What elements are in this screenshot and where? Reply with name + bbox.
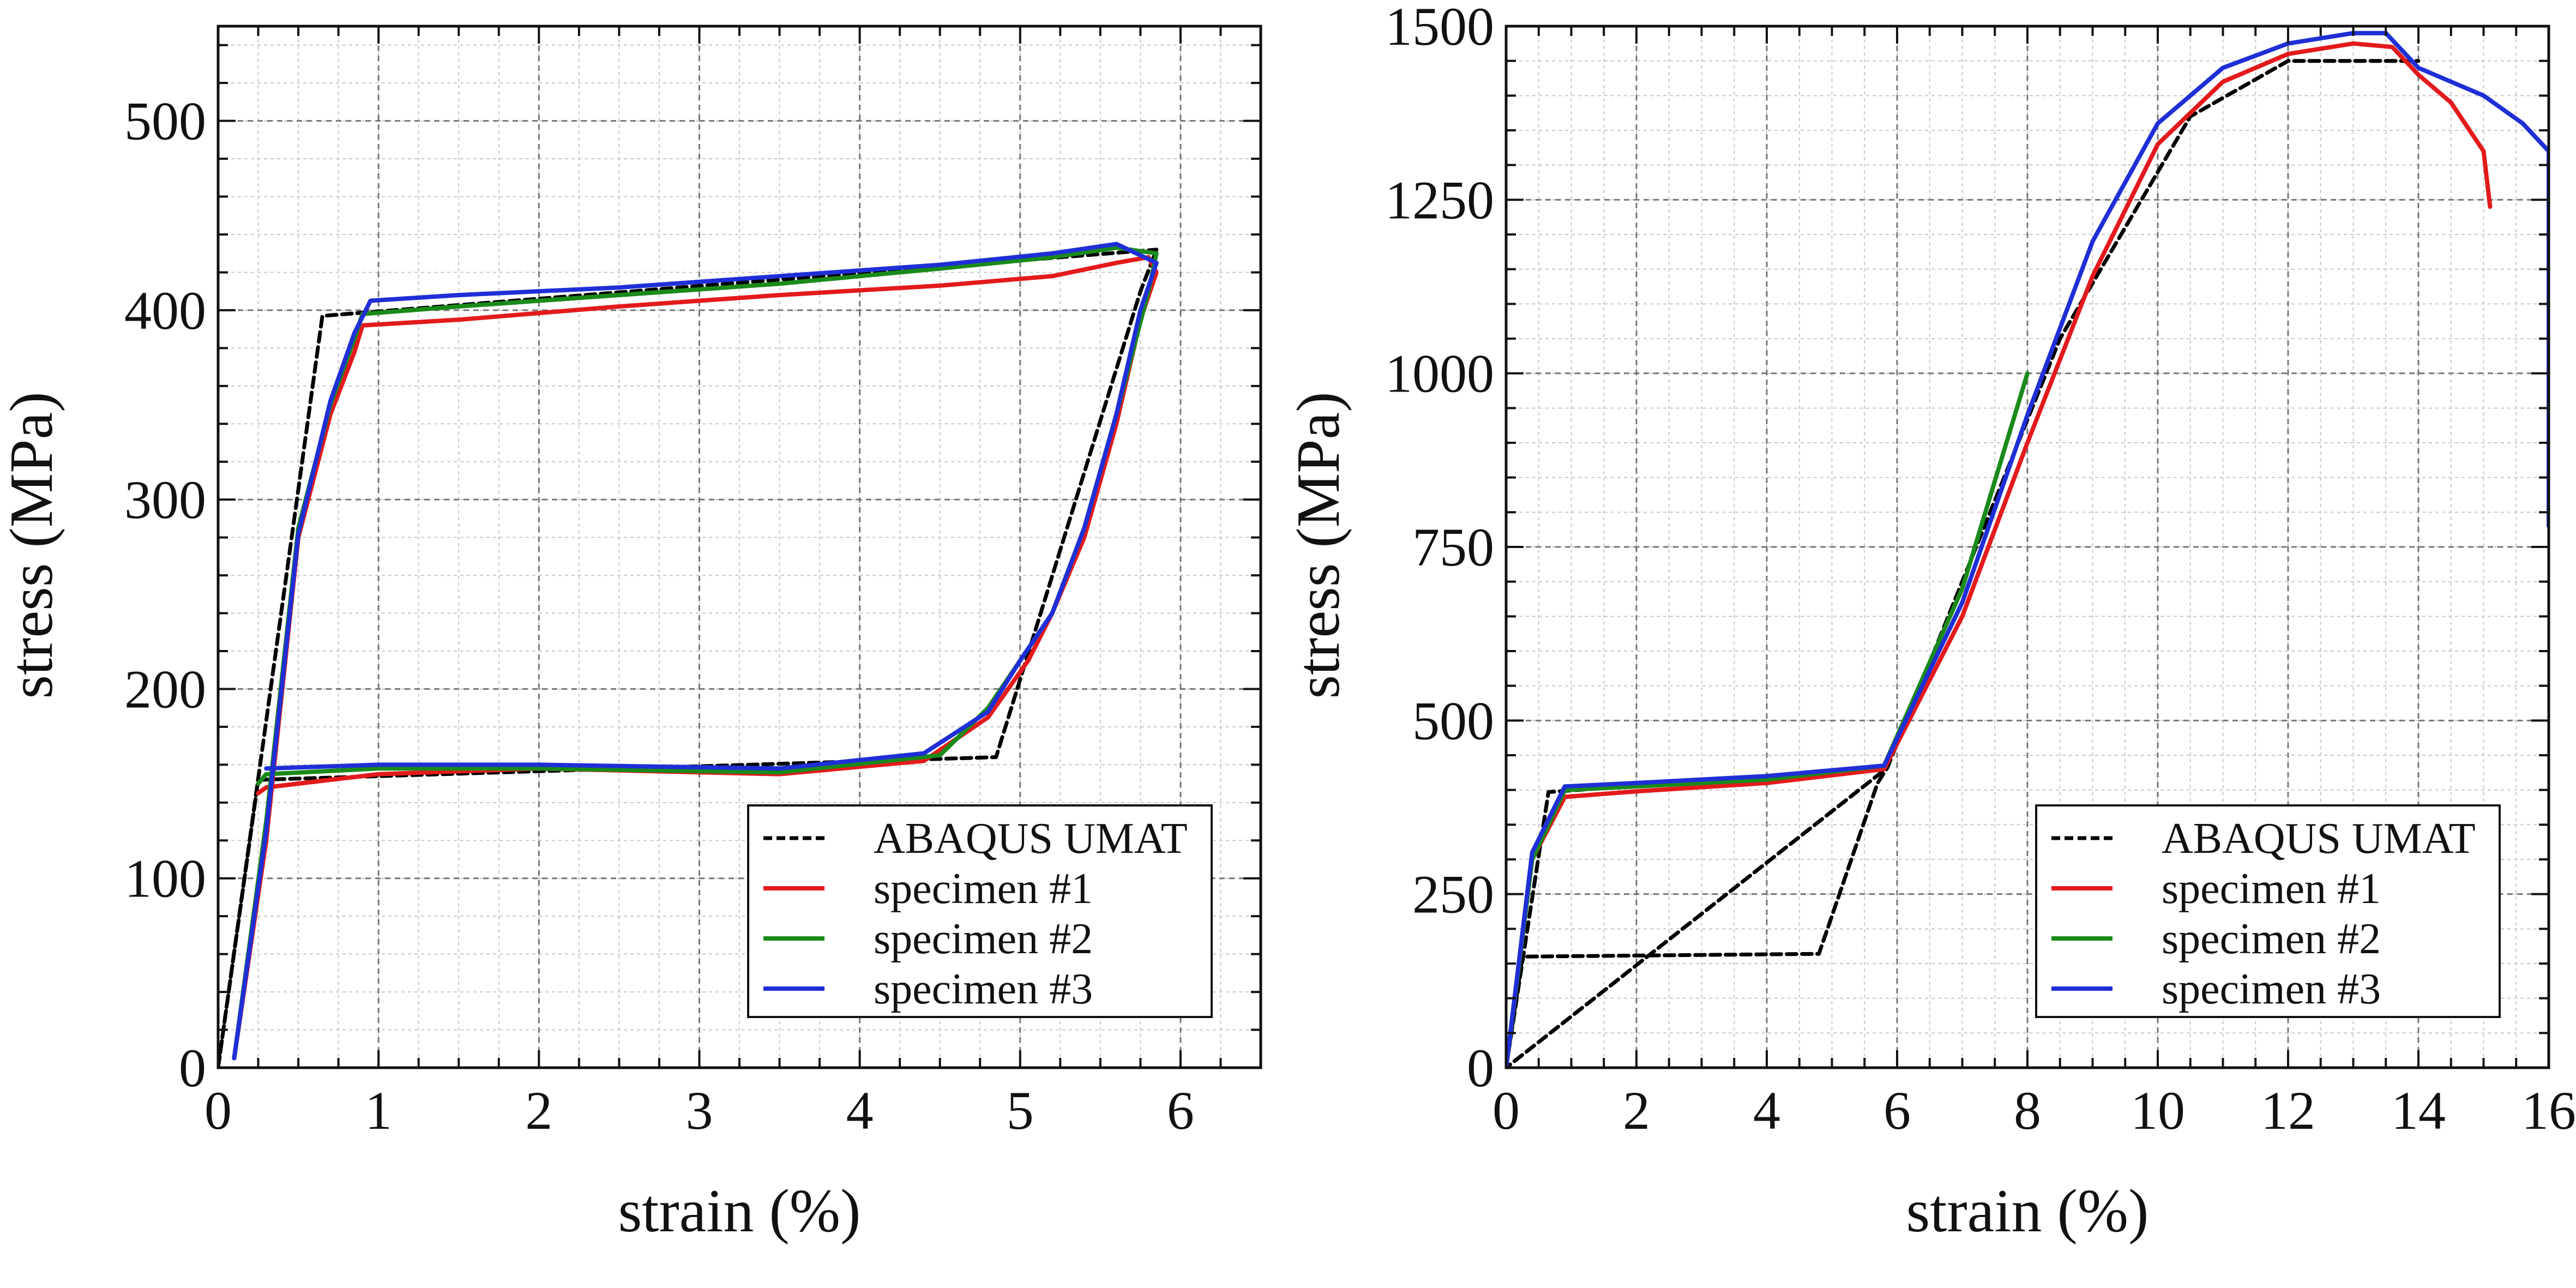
y-tick-label: 250: [1412, 864, 1494, 925]
y-tick-label: 400: [124, 280, 206, 341]
y-tick-label: 0: [179, 1038, 206, 1098]
legend-entry-2: specimen #2: [2162, 915, 2381, 963]
legend-entry-0: ABAQUS UMAT: [2162, 815, 2476, 863]
y-tick-label: 300: [124, 470, 206, 530]
x-tick-label: 2: [1623, 1080, 1650, 1141]
x-tick-label: 12: [2261, 1080, 2315, 1141]
series-group: [1506, 31, 2549, 1068]
legend-entry-3: specimen #3: [874, 965, 1093, 1013]
y-tick-label: 1000: [1385, 344, 1494, 404]
y-tick-label: 0: [1467, 1038, 1494, 1098]
series-line-3: [232, 242, 1159, 1061]
legend-entry-1: specimen #1: [2162, 865, 2381, 913]
x-tick-label: 4: [1753, 1080, 1780, 1141]
x-tick-label: 8: [2014, 1080, 2041, 1141]
ticks: [217, 26, 1262, 1069]
y-tick-label: 500: [1412, 690, 1494, 751]
series-line-3: [1506, 31, 2549, 1068]
legend-entry-1: specimen #1: [874, 865, 1093, 913]
chart-left: 0 1 2 3 4 5 6 0 100 200 300 400 500 strain (%) stress …: [0, 25, 1262, 1245]
y-tick-label: 200: [124, 659, 206, 719]
legend-box: [2035, 804, 2501, 1018]
legend-entry-3: specimen #3: [2162, 965, 2381, 1013]
x-tick-label: 4: [846, 1080, 874, 1141]
y-tick-label: 1500: [1385, 0, 1494, 57]
series-line-0: [218, 248, 1159, 1068]
x-tick-label: 5: [1007, 1080, 1034, 1141]
x-tick-label: 14: [2391, 1080, 2446, 1141]
series-group: [218, 242, 1159, 1068]
x-axis-label: strain (%): [618, 1177, 861, 1245]
series-line-1: [1506, 41, 2493, 1068]
y-axis-label: stress (MPa): [0, 392, 65, 699]
series-line-2: [1506, 371, 2030, 1068]
y-axis-label: stress (MPa): [1285, 392, 1352, 699]
ticks: [1505, 25, 2550, 1069]
x-axis-label: strain (%): [1906, 1177, 2149, 1245]
y-tick-label: 750: [1412, 517, 1494, 577]
legend-box: [747, 804, 1213, 1018]
x-tick-label: 6: [1167, 1080, 1194, 1141]
x-tick-label: 1: [365, 1080, 392, 1141]
x-tick-label: 6: [1883, 1080, 1911, 1141]
legend-entry-2: specimen #2: [874, 915, 1093, 963]
x-tick-label: 0: [1492, 1080, 1520, 1141]
y-tick-label: 1250: [1385, 170, 1494, 230]
x-tick-label: 2: [525, 1080, 552, 1141]
x-tick-label: 10: [2130, 1080, 2185, 1141]
x-tick-label: 3: [685, 1080, 713, 1141]
y-tick-label: 500: [124, 91, 206, 152]
x-tick-label: 16: [2521, 1080, 2576, 1141]
chart-right: 0 2 4 6 8 10 12 14 16 0 250 500 750 1000 1250 1500 strai…: [1285, 0, 2576, 1245]
x-tick-label: 0: [204, 1080, 232, 1141]
y-tick-label: 100: [124, 848, 206, 909]
legend-entry-0: ABAQUS UMAT: [874, 815, 1188, 863]
